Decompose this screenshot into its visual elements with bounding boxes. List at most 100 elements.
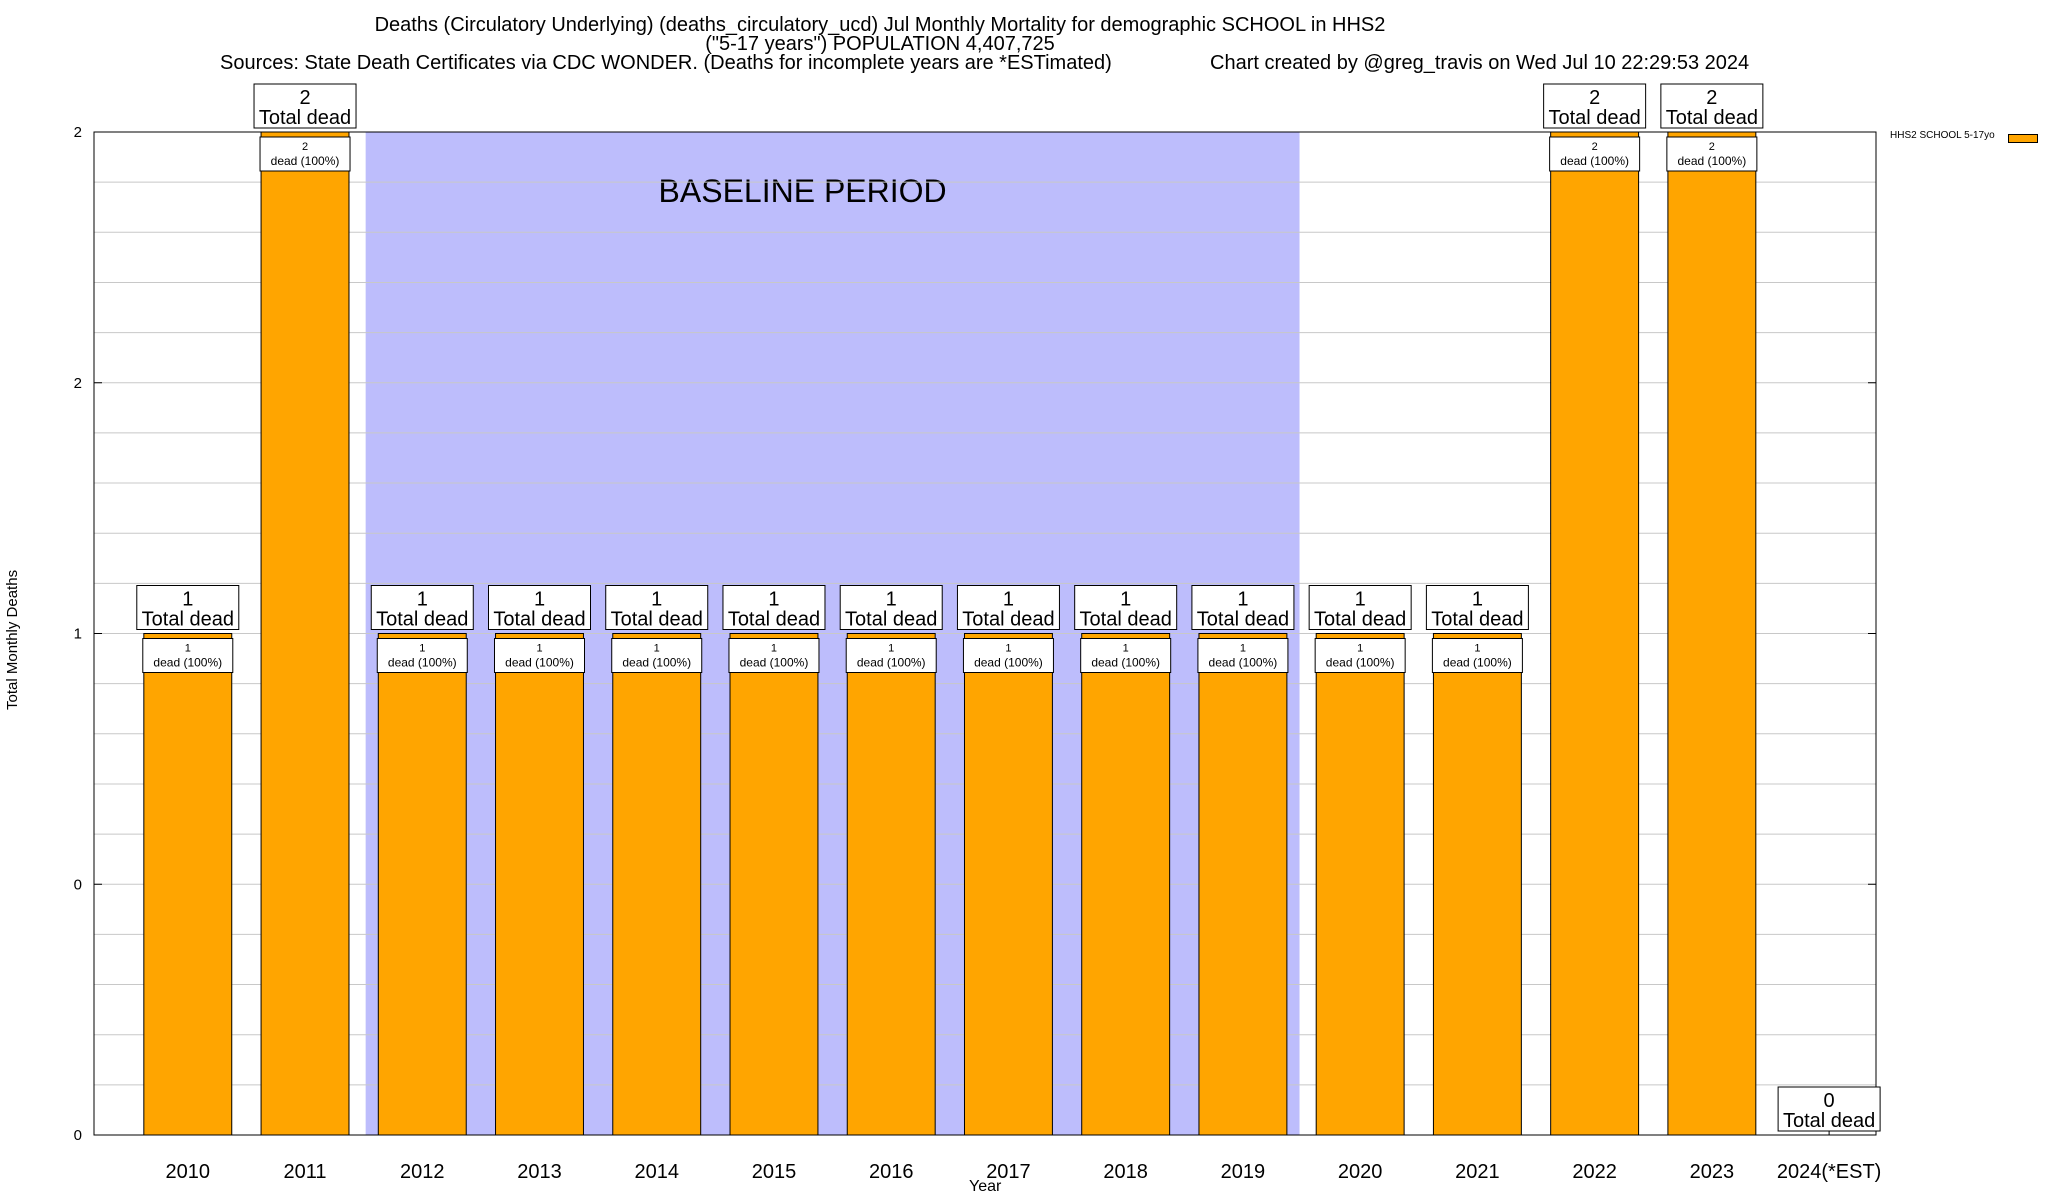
x-tick-label: 2016	[869, 1161, 914, 1183]
bar-data-label: 1	[1240, 643, 1246, 655]
bar-data-label-box	[611, 638, 703, 673]
legend-label: HHS2 SCHOOL 5-17yo	[1890, 130, 1995, 141]
total-label: 1	[886, 589, 897, 611]
chart-title-line1: Deaths (Circulatory Underlying) (deaths_…	[374, 14, 1386, 36]
total-label: Total dead	[142, 609, 234, 631]
x-tick-label: 2012	[400, 1161, 445, 1183]
bar	[1432, 633, 1522, 1136]
bar-data-label: 1	[1357, 643, 1363, 655]
bar	[495, 633, 584, 1136]
x-tick-label: 2022	[1572, 1161, 1617, 1183]
total-label: 1	[182, 589, 193, 611]
bar-data-label: dead (100%)	[1091, 656, 1160, 670]
bar	[1081, 633, 1171, 1136]
bar	[963, 633, 1053, 1136]
bar-data-label-box	[142, 638, 234, 673]
bar	[1198, 633, 1288, 1136]
bar-data-label: dead (100%)	[740, 656, 809, 670]
bar-data-label: dead (100%)	[974, 656, 1043, 670]
bar-data-label-box	[259, 136, 351, 172]
bar-data-label: dead (100%)	[1443, 656, 1512, 670]
bar-data-label-box	[962, 638, 1054, 673]
y-tick-label: 0	[74, 876, 82, 893]
bar-data-label: 2	[302, 141, 308, 153]
total-label-box	[1425, 585, 1529, 630]
total-label: Total dead	[1783, 1110, 1875, 1132]
bar-data-label-box	[1666, 136, 1758, 172]
bar	[729, 633, 819, 1136]
total-label-box	[605, 585, 709, 630]
total-label: 0	[1824, 1090, 1835, 1112]
bar-data-label-box	[1080, 638, 1172, 673]
bar	[846, 633, 936, 1136]
y-tick-label: 0	[74, 1127, 82, 1144]
chart-title-line2: ("5-17 years") POPULATION 4,407,725	[705, 33, 1055, 55]
bar-data-label-box	[1549, 136, 1641, 172]
y-tick-label: 2	[74, 124, 82, 141]
total-label-box	[1308, 585, 1412, 630]
total-label: Total dead	[1666, 107, 1758, 129]
total-label-box	[1777, 1086, 1881, 1132]
bar-data-label: 2	[1709, 141, 1715, 153]
x-tick-label: 2013	[517, 1161, 562, 1183]
total-label: Total dead	[1548, 107, 1640, 129]
x-axis-label: Year	[969, 1178, 1002, 1195]
total-label-box	[1074, 585, 1178, 630]
x-tick-label: 2024(*EST)	[1777, 1161, 1882, 1183]
bar	[612, 633, 702, 1136]
x-tick-label: 2011	[284, 1161, 327, 1183]
bar-data-label: 1	[419, 643, 425, 655]
bar	[143, 633, 233, 1136]
bar	[1667, 131, 1757, 1136]
total-label: Total dead	[728, 609, 820, 631]
bar-data-label-box	[494, 638, 585, 673]
bar-data-label-box	[728, 638, 820, 673]
total-label: 1	[417, 589, 428, 611]
total-label: 1	[1355, 589, 1366, 611]
x-tick-label: 2017	[986, 1161, 1031, 1183]
total-label-box	[370, 585, 474, 630]
bar-data-label-box	[1197, 638, 1289, 673]
total-label-box	[839, 585, 943, 630]
bar-data-label: 1	[1123, 643, 1129, 655]
total-label: Total dead	[493, 609, 585, 631]
bar-data-label: dead (100%)	[1560, 154, 1629, 168]
total-label-box	[1543, 83, 1647, 129]
bar-data-label: dead (100%)	[1326, 656, 1395, 670]
total-label-box	[1660, 83, 1764, 129]
total-label-box	[253, 83, 357, 129]
total-label: 1	[1003, 589, 1014, 611]
total-label: Total dead	[845, 609, 937, 631]
total-label: 1	[534, 589, 545, 611]
total-label: 1	[1120, 589, 1131, 611]
x-tick-label: 2020	[1338, 1161, 1383, 1183]
bar-data-label: dead (100%)	[388, 656, 457, 670]
x-tick-label: 2014	[634, 1161, 679, 1183]
total-label: Total dead	[1314, 609, 1406, 631]
x-tick-label: 2010	[166, 1161, 211, 1183]
bar-data-label: dead (100%)	[622, 656, 691, 670]
bar-data-label: 1	[771, 643, 777, 655]
total-label-box	[1191, 585, 1295, 630]
total-label: Total dead	[1080, 609, 1172, 631]
bar-data-label: 1	[888, 643, 894, 655]
bar-data-label: 1	[1005, 643, 1011, 655]
total-label: 2	[1589, 87, 1600, 109]
x-tick-label: 2023	[1690, 1161, 1735, 1183]
x-tick-label: 2019	[1221, 1161, 1266, 1183]
legend-swatch	[2008, 134, 2038, 143]
x-tick-label: 2018	[1103, 1161, 1148, 1183]
chart-credit: Chart created by @greg_travis on Wed Jul…	[1210, 52, 1750, 74]
bar-data-label: dead (100%)	[271, 154, 340, 168]
bar-data-label-box	[376, 638, 468, 673]
bar-data-label: dead (100%)	[505, 656, 574, 670]
total-label-box	[722, 585, 826, 630]
bar-data-label: dead (100%)	[1678, 154, 1747, 168]
total-label: Total dead	[1431, 609, 1523, 631]
bar-data-label-box	[1431, 638, 1523, 673]
total-label: 1	[651, 589, 662, 611]
bar-data-label: dead (100%)	[1209, 656, 1278, 670]
total-label: 2	[299, 87, 310, 109]
total-label-box	[136, 585, 240, 630]
